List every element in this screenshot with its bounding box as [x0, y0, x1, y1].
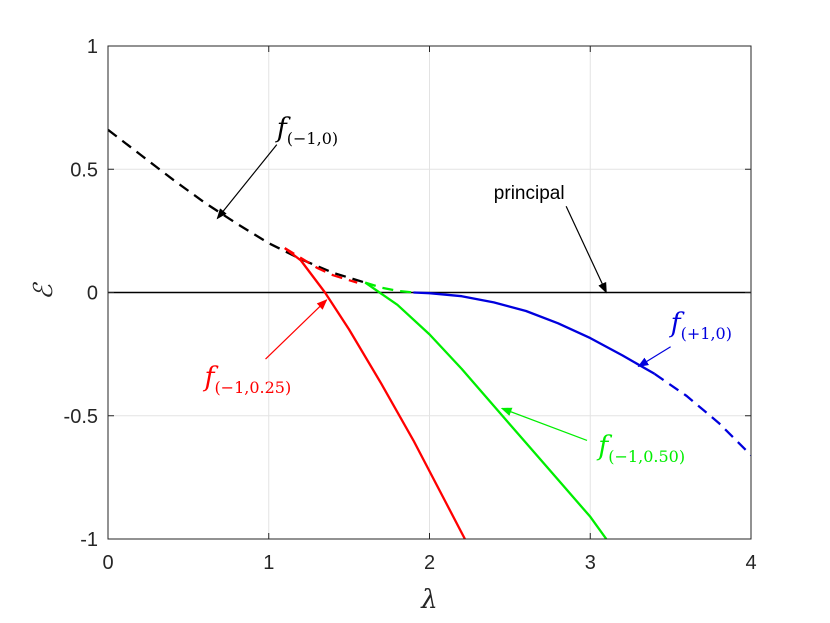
series-line — [364, 281, 414, 294]
annotations: f(−1,0)principalf(+1,0)f(−1,0.25)f(−1,0.… — [202, 113, 732, 466]
annotation-label: f(−1,0.50) — [596, 431, 685, 466]
annotation-label: f(−1,0.25) — [202, 362, 291, 397]
y-tick-label: -1 — [80, 529, 98, 551]
series-line — [413, 291, 656, 375]
annotation-arrow — [216, 144, 278, 220]
x-tick-label: 1 — [263, 552, 274, 574]
annotation-arrow — [565, 205, 607, 294]
y-tick-label: -0.5 — [64, 406, 98, 428]
x-tick-label: 4 — [745, 552, 756, 574]
x-tick-label: 2 — [424, 552, 435, 574]
x-tick-label: 0 — [102, 552, 113, 574]
annotation-arrow — [637, 346, 671, 368]
series-line — [108, 128, 366, 284]
series-line — [653, 372, 751, 457]
annotation-arrow — [265, 299, 328, 360]
series-line — [284, 247, 358, 284]
y-tick-label: 1 — [87, 36, 98, 58]
series-layer — [108, 128, 751, 539]
x-tick-label: 3 — [585, 552, 596, 574]
x-axis-label: λ — [420, 585, 437, 615]
series-line — [364, 281, 608, 539]
y-tick-label: 0 — [87, 283, 98, 305]
series-line — [284, 247, 466, 539]
annotation-arrow — [500, 407, 588, 441]
annotation-label: principal — [494, 183, 565, 204]
y-tick-label: 0.5 — [70, 159, 98, 181]
y-axis-label: ℰ — [29, 282, 59, 300]
annotation-label: f(−1,0) — [275, 113, 338, 148]
ticks: 0 1 2 3 4 -1 -0.5 0 0.5 1 — [64, 36, 757, 574]
